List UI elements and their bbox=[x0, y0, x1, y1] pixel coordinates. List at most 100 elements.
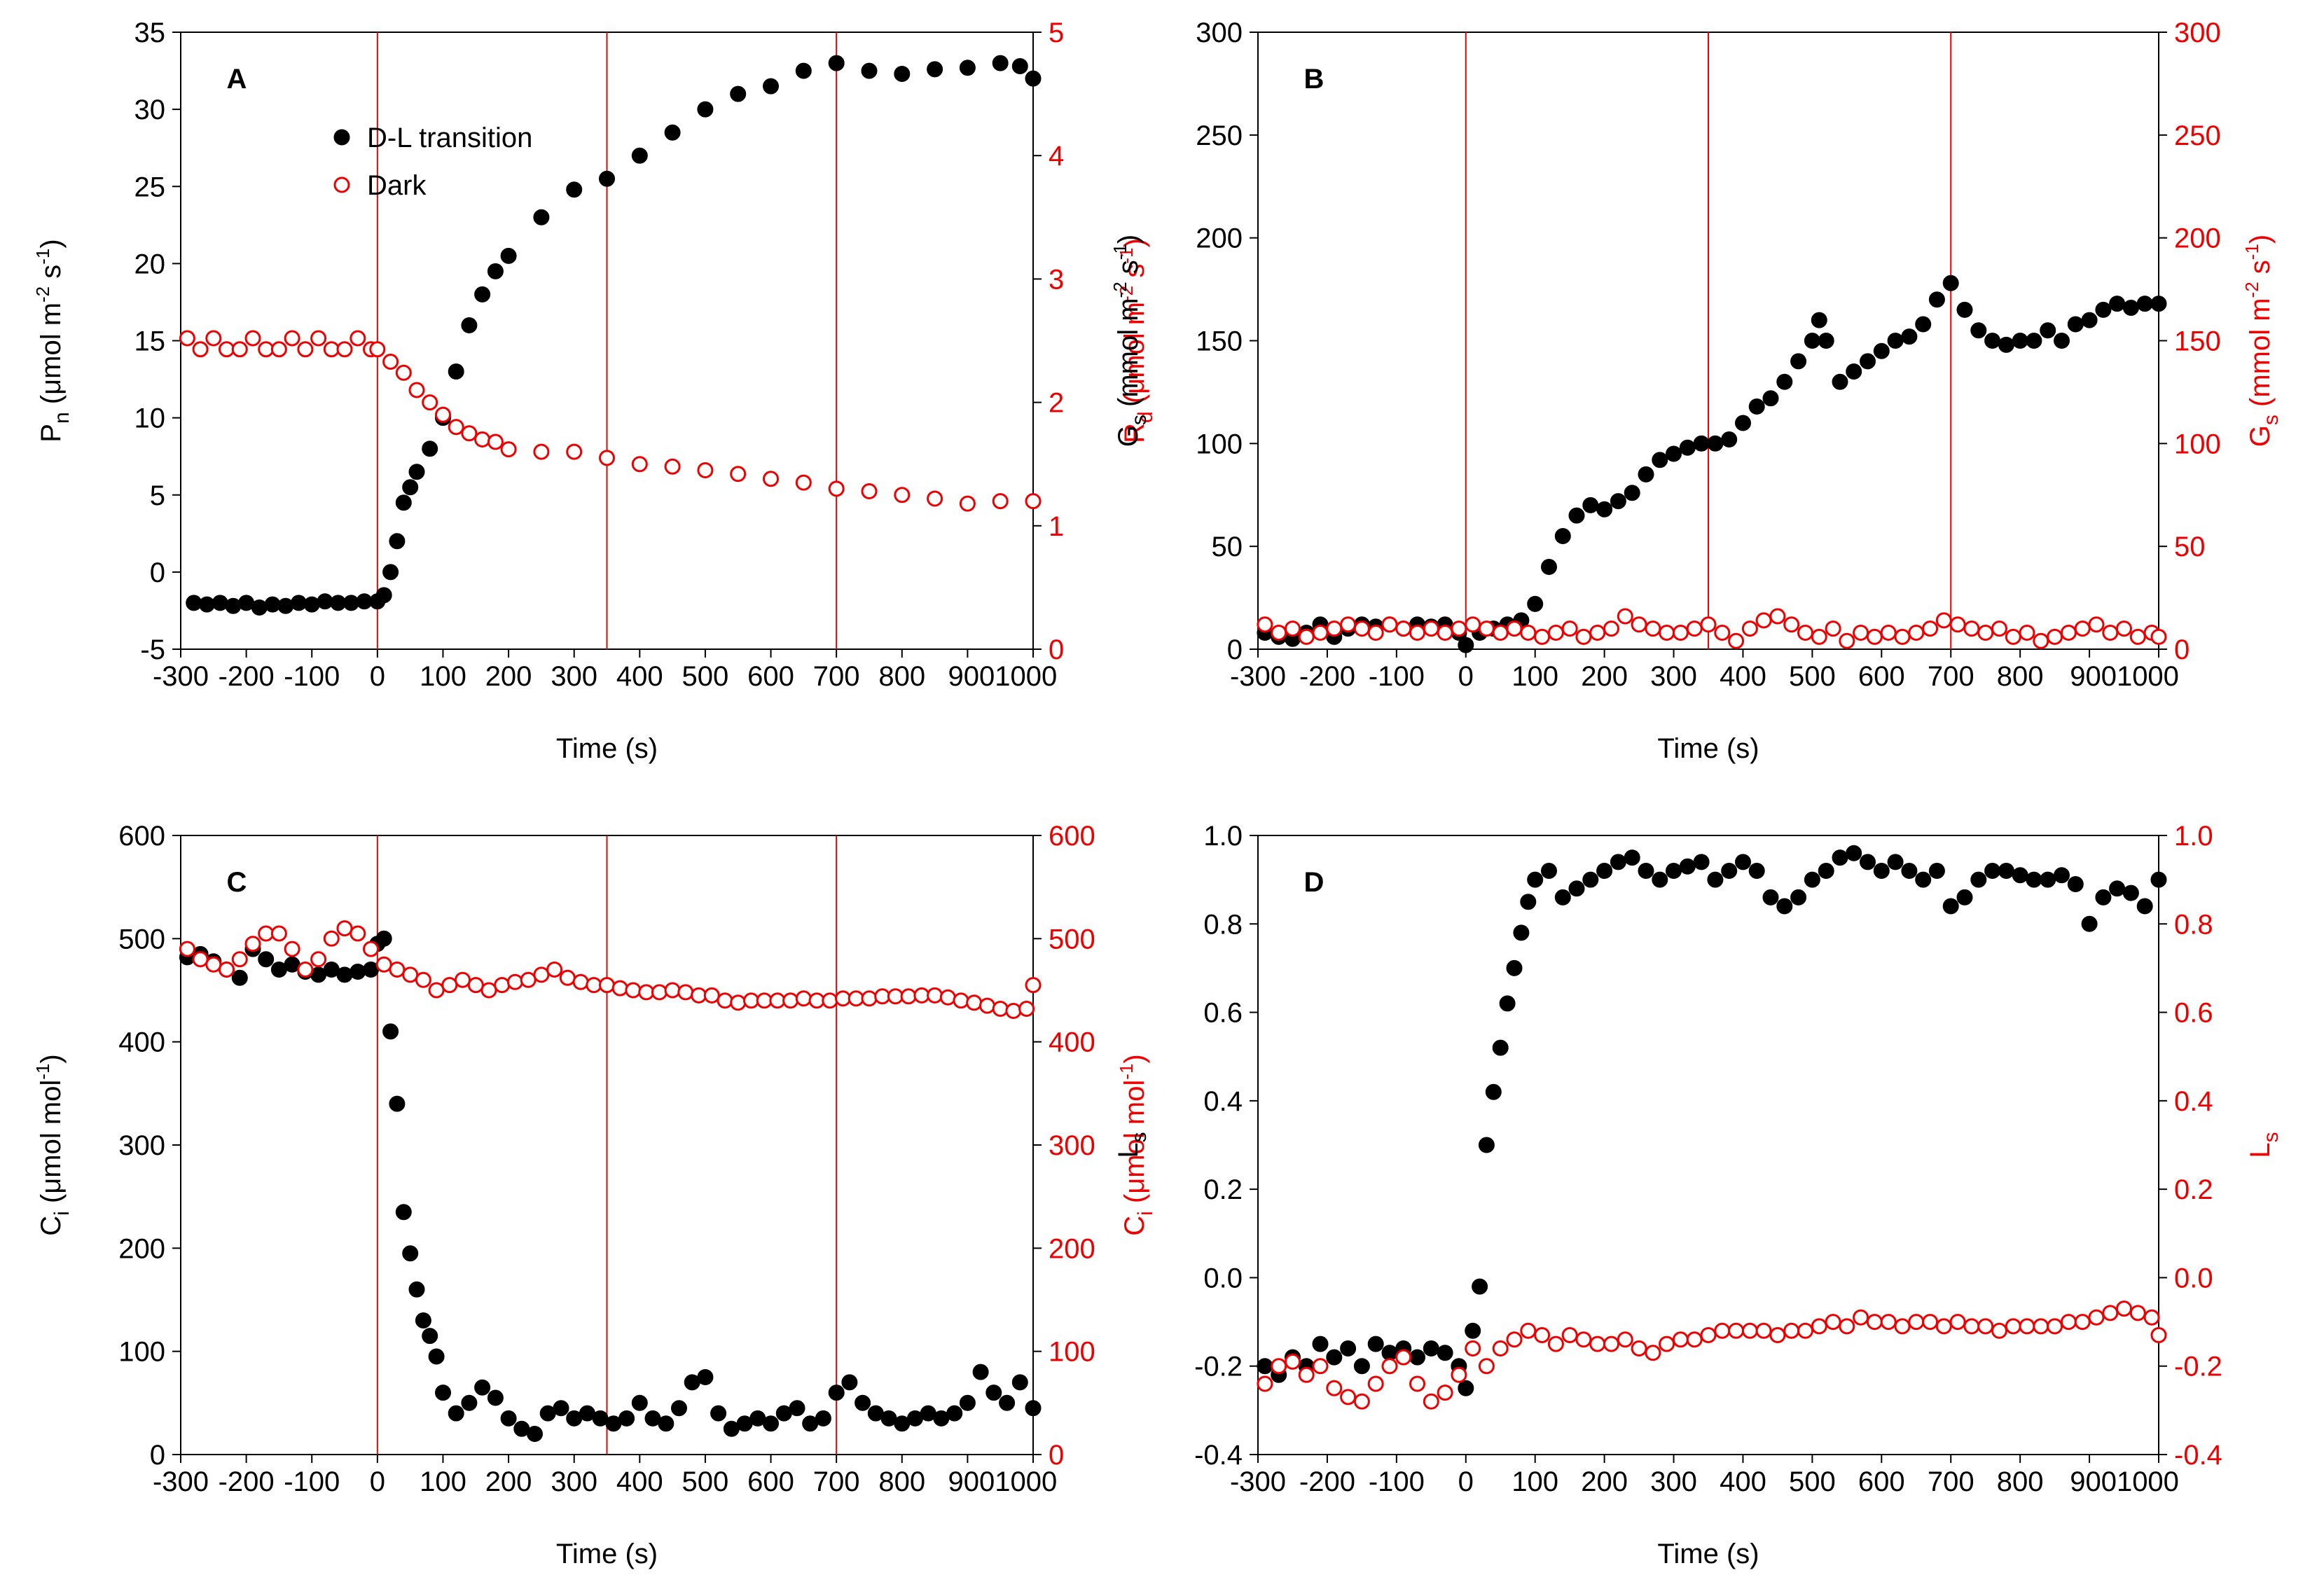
data-point bbox=[1472, 1278, 1488, 1295]
data-point bbox=[1367, 1375, 1384, 1392]
data-point bbox=[730, 466, 747, 483]
data-point bbox=[848, 990, 864, 1007]
data-point bbox=[566, 1410, 583, 1427]
data-point bbox=[1762, 390, 1779, 407]
data-point bbox=[939, 989, 956, 1006]
x-axis-label: Time (s) bbox=[1657, 733, 1759, 764]
data-point bbox=[1645, 620, 1661, 637]
data-point bbox=[1409, 1375, 1425, 1392]
data-point bbox=[2129, 628, 2146, 645]
data-point bbox=[1894, 628, 1911, 645]
data-point bbox=[1624, 485, 1640, 501]
data-point bbox=[1804, 333, 1820, 349]
y-right-tick-label: -0.4 bbox=[2174, 1440, 2222, 1471]
x-tick-label: -100 bbox=[284, 661, 340, 692]
data-point bbox=[959, 495, 976, 512]
y-right-axis-label: Gs (mmol m-2 s-1) bbox=[2241, 235, 2283, 447]
data-point bbox=[651, 984, 668, 1001]
data-point bbox=[487, 263, 504, 279]
data-point bbox=[710, 1405, 727, 1422]
data-point bbox=[238, 595, 255, 611]
data-point bbox=[999, 1394, 1016, 1411]
y-left-tick-label: 100 bbox=[118, 1337, 165, 1368]
data-point bbox=[500, 1410, 517, 1427]
data-point bbox=[1818, 333, 1834, 349]
data-point bbox=[1271, 1358, 1287, 1375]
data-point bbox=[375, 930, 392, 947]
data-point bbox=[382, 564, 399, 581]
x-tick-label: -100 bbox=[284, 1466, 340, 1497]
data-point bbox=[1025, 70, 1042, 87]
y-left-tick-label: 50 bbox=[1212, 532, 1243, 562]
data-point bbox=[2109, 880, 2126, 897]
data-point bbox=[835, 990, 851, 1007]
data-point bbox=[691, 987, 707, 1004]
data-point bbox=[2074, 1314, 2091, 1331]
panel-label: C bbox=[227, 867, 247, 898]
data-point bbox=[1492, 1039, 1509, 1056]
data-point bbox=[1437, 1345, 1453, 1361]
data-point bbox=[1603, 620, 1619, 637]
data-point bbox=[1915, 316, 1932, 333]
data-point bbox=[356, 593, 373, 610]
data-point bbox=[474, 286, 491, 303]
y-right-tick-label: 1 bbox=[1049, 511, 1064, 542]
x-tick-label: 800 bbox=[878, 1466, 925, 1497]
data-point bbox=[1755, 612, 1772, 629]
data-point bbox=[1804, 871, 1820, 888]
data-point bbox=[448, 363, 464, 380]
data-point bbox=[310, 951, 327, 968]
data-point bbox=[815, 1410, 831, 1427]
x-tick-label: 100 bbox=[420, 661, 466, 692]
data-point bbox=[2081, 915, 2098, 932]
data-point bbox=[913, 987, 930, 1004]
data-point bbox=[1659, 1335, 1675, 1352]
legend-marker-filled bbox=[333, 129, 350, 146]
data-point bbox=[1257, 1358, 1273, 1375]
data-point bbox=[1693, 435, 1710, 452]
data-point bbox=[441, 977, 458, 994]
data-point bbox=[1340, 616, 1357, 633]
data-point bbox=[1832, 849, 1848, 866]
panel-label: A bbox=[227, 64, 247, 95]
data-point bbox=[389, 533, 406, 550]
data-point bbox=[389, 1095, 406, 1112]
data-point bbox=[1652, 871, 1668, 888]
data-point bbox=[743, 992, 759, 1009]
data-point bbox=[1340, 1340, 1357, 1357]
x-tick-label: 600 bbox=[747, 661, 794, 692]
y-left-tick-label: 25 bbox=[134, 172, 166, 202]
data-point bbox=[500, 247, 517, 264]
data-point bbox=[1908, 1314, 1925, 1331]
y-left-tick-label: 200 bbox=[1196, 223, 1243, 254]
data-point bbox=[992, 55, 1009, 71]
series-d-l-transition bbox=[179, 930, 1042, 1442]
y-right-tick-label: 250 bbox=[2174, 120, 2221, 151]
y-right-tick-label: 300 bbox=[2174, 18, 2221, 48]
data-point bbox=[533, 966, 550, 983]
data-point bbox=[1728, 1322, 1745, 1339]
data-point bbox=[2033, 632, 2049, 649]
data-point bbox=[559, 969, 576, 986]
data-point bbox=[1631, 616, 1647, 633]
y-left-tick-label: 0 bbox=[150, 1440, 165, 1471]
data-point bbox=[736, 1415, 753, 1432]
data-point bbox=[959, 60, 976, 76]
data-point bbox=[1541, 863, 1557, 879]
data-point bbox=[1478, 1137, 1495, 1153]
data-point bbox=[1409, 625, 1425, 641]
data-point bbox=[284, 330, 300, 347]
data-point bbox=[1395, 1349, 1412, 1366]
panel-a: -300 -200 -100 0 100 200 300 400 500 600 700 800 900… bbox=[32, 18, 1157, 764]
data-point bbox=[244, 936, 261, 952]
data-point bbox=[375, 956, 392, 973]
data-point bbox=[2054, 867, 2070, 884]
data-point bbox=[1672, 1331, 1689, 1348]
data-point bbox=[506, 973, 523, 990]
data-point bbox=[782, 992, 799, 1009]
data-point bbox=[795, 62, 812, 79]
data-point bbox=[2088, 1309, 2105, 1326]
data-point bbox=[1575, 628, 1592, 645]
data-point bbox=[435, 1385, 451, 1401]
data-point bbox=[513, 1420, 530, 1437]
